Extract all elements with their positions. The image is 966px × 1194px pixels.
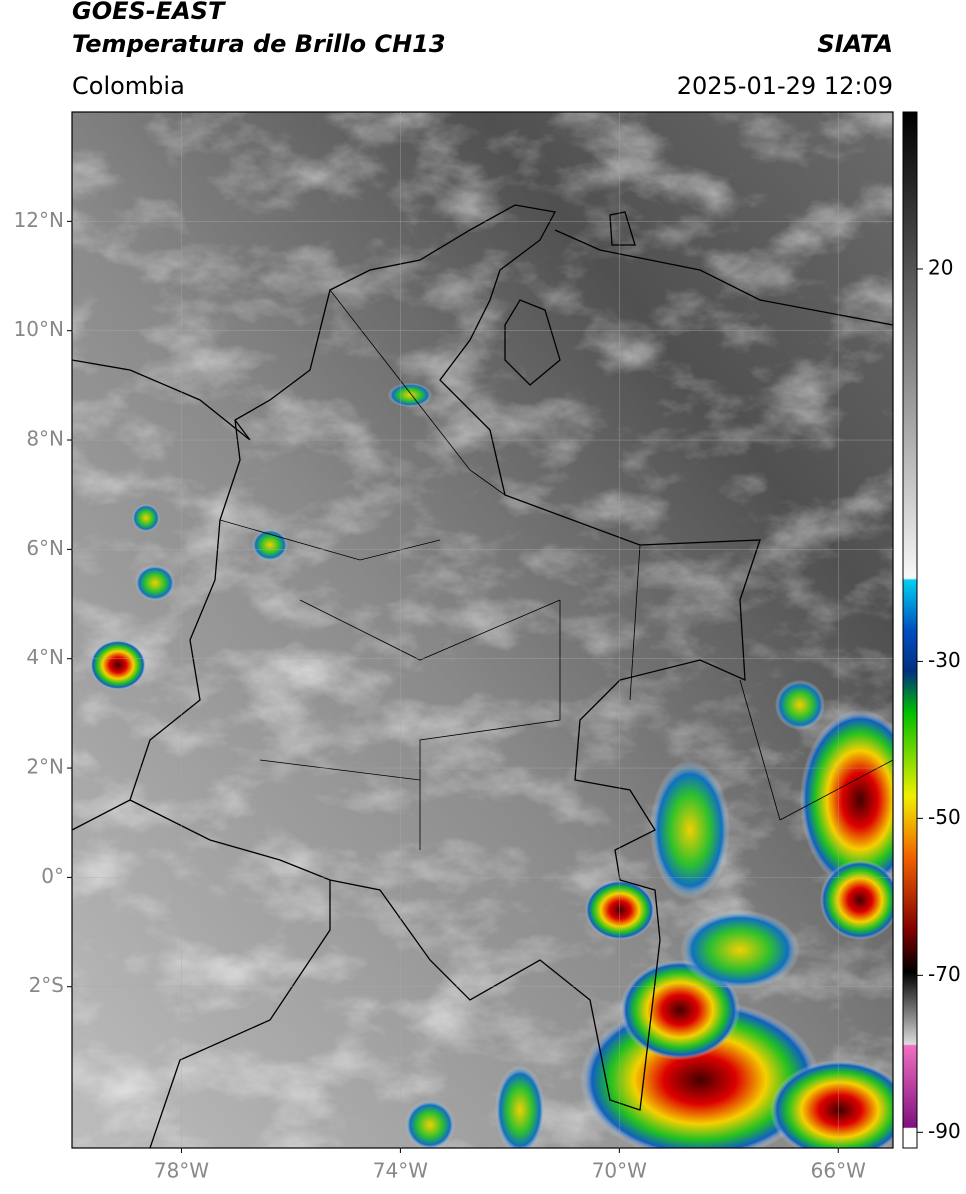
storm bbox=[820, 860, 893, 940]
x-tick-label: 74°W bbox=[373, 1159, 428, 1183]
x-tick-label: 70°W bbox=[592, 1159, 647, 1183]
storm bbox=[650, 760, 730, 900]
storm bbox=[495, 1065, 545, 1148]
map-frame bbox=[71, 111, 894, 1149]
border bbox=[72, 799, 331, 1148]
region: Colombia bbox=[72, 72, 185, 100]
y-tick-label: 2°S bbox=[29, 973, 64, 997]
colorbar-tick-label: -90 bbox=[928, 1119, 961, 1143]
storm bbox=[680, 910, 800, 990]
y-tick-label: 0° bbox=[41, 864, 64, 888]
colorbar-tick-label: 20 bbox=[928, 255, 953, 279]
storm bbox=[90, 640, 146, 690]
coastline bbox=[72, 359, 251, 441]
title: GOES-EAST bbox=[72, 0, 226, 25]
subtitle: Temperatura de Brillo CH13 bbox=[72, 30, 446, 58]
x-tick-label: 66°W bbox=[811, 1159, 866, 1183]
storm bbox=[135, 565, 175, 601]
colorbar-tick-label: -30 bbox=[928, 648, 961, 672]
storm bbox=[585, 880, 655, 940]
datetime: 2025-01-29 12:09 bbox=[677, 72, 893, 100]
colorbar-tick-label: -70 bbox=[928, 962, 961, 986]
storm bbox=[252, 529, 288, 561]
source: SIATA bbox=[817, 30, 893, 58]
lake bbox=[504, 299, 561, 386]
y-tick-label: 6°N bbox=[26, 536, 64, 560]
storm bbox=[770, 1060, 893, 1148]
y-tick-label: 8°N bbox=[26, 427, 64, 451]
colorbar bbox=[902, 111, 918, 1149]
storm bbox=[775, 680, 825, 730]
storm bbox=[388, 383, 432, 407]
storm bbox=[405, 1100, 455, 1148]
storm bbox=[620, 960, 740, 1060]
colorbar-tick-label: -50 bbox=[928, 805, 961, 829]
y-tick-label: 2°N bbox=[26, 755, 64, 779]
storm bbox=[800, 710, 893, 890]
internal-border bbox=[219, 289, 893, 850]
x-tick-label: 78°W bbox=[154, 1159, 209, 1183]
y-tick-label: 12°N bbox=[14, 208, 64, 232]
country-border bbox=[129, 204, 761, 1111]
y-tick-label: 4°N bbox=[26, 645, 64, 669]
borders bbox=[72, 204, 893, 1148]
peninsula bbox=[609, 211, 636, 246]
storm bbox=[132, 504, 160, 532]
coastline bbox=[554, 229, 893, 326]
y-tick-label: 10°N bbox=[14, 317, 64, 341]
satellite-image bbox=[72, 112, 893, 1148]
